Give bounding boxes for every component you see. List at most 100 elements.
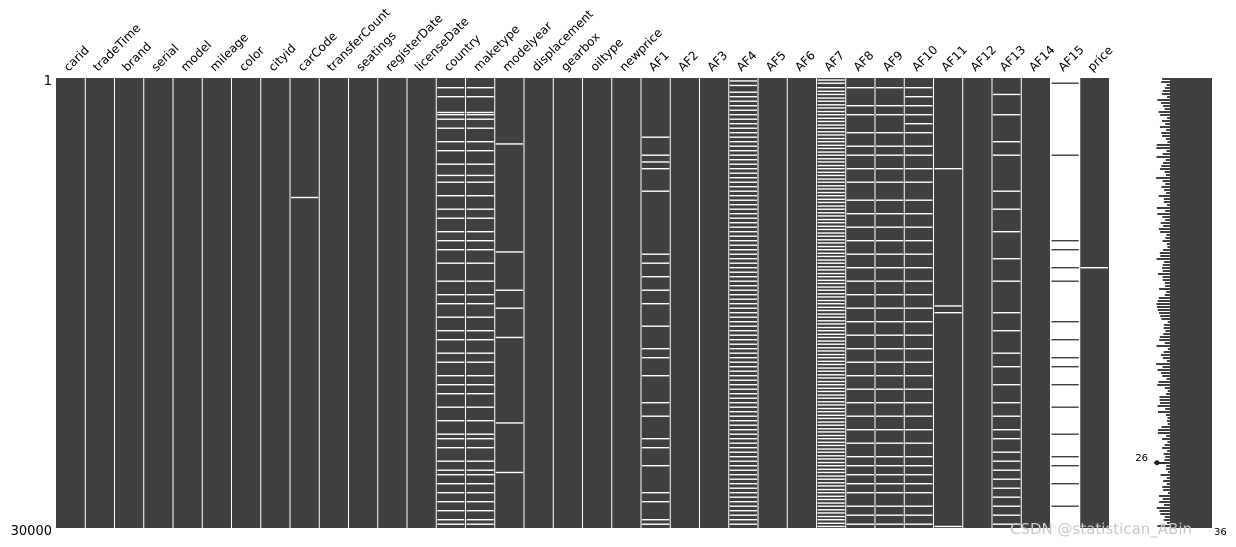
- present-row-line: [1051, 267, 1079, 269]
- missing-row-line: [729, 514, 757, 516]
- missing-row-line: [876, 388, 904, 390]
- missing-row-line: [642, 447, 670, 449]
- column-label-af4: AF4: [734, 48, 760, 74]
- sparkline-edge: [1162, 162, 1170, 164]
- missing-row-line: [729, 316, 757, 318]
- missing-row-line: [993, 496, 1021, 498]
- missing-row-line: [437, 406, 465, 408]
- missing-row-line: [729, 406, 757, 408]
- missing-row-line: [846, 375, 874, 377]
- missing-row-line: [876, 429, 904, 431]
- sparkline-edge: [1167, 96, 1170, 98]
- column-tradetime: [85, 78, 115, 528]
- missing-row-line: [817, 131, 845, 133]
- missing-row-line: [993, 487, 1021, 489]
- missing-row-line: [817, 293, 845, 295]
- sparkline-edge: [1166, 477, 1170, 479]
- missing-row-line: [729, 123, 757, 125]
- missing-row-line: [817, 448, 845, 450]
- missing-row-line: [817, 478, 845, 480]
- missing-row-line: [466, 114, 494, 116]
- missing-row-line: [817, 502, 845, 504]
- missing-row-line: [817, 505, 845, 507]
- missing-row-line: [993, 460, 1021, 462]
- missing-row-line: [876, 240, 904, 242]
- missing-row-line: [876, 181, 904, 183]
- sparkline-edge: [1157, 273, 1170, 275]
- missing-row-line: [642, 438, 670, 440]
- missing-row-line: [817, 485, 845, 487]
- column-cityid: [260, 78, 290, 528]
- row-start-label: 1: [44, 74, 52, 89]
- missing-row-line: [817, 134, 845, 136]
- missing-row-line: [466, 280, 494, 282]
- column-carid: [56, 78, 86, 528]
- missing-row-line: [817, 515, 845, 518]
- missing-row-line: [817, 330, 845, 332]
- missing-row-line: [729, 217, 757, 219]
- sparkline-edge: [1166, 129, 1170, 131]
- missing-row-line: [729, 145, 757, 147]
- sparkline-edge: [1158, 429, 1170, 431]
- missing-row-line: [437, 249, 465, 251]
- missing-row-line: [729, 474, 757, 476]
- sparkline-edge: [1163, 519, 1170, 521]
- missing-row-line: [729, 388, 757, 390]
- sparkline-edge: [1164, 387, 1170, 389]
- missing-row-line: [729, 343, 757, 345]
- missing-row-line: [817, 262, 845, 264]
- column-carcode: [290, 78, 320, 528]
- column-bar-af12: [962, 78, 992, 528]
- column-bar-carcode: [290, 78, 320, 528]
- sparkline-edge: [1167, 423, 1170, 425]
- missing-row-line: [437, 361, 465, 363]
- sparkline-edge: [1157, 309, 1170, 311]
- sparkline-edge: [1159, 501, 1170, 503]
- missing-row-line: [817, 110, 845, 113]
- missing-row-line: [437, 280, 465, 282]
- sparkline-edge: [1161, 165, 1170, 167]
- missing-row-line: [846, 181, 874, 183]
- missing-row-line: [993, 451, 1021, 453]
- missing-row-line: [437, 519, 465, 521]
- column-af4: [728, 78, 758, 528]
- sparkline-edge: [1163, 480, 1170, 482]
- missing-row-line: [729, 375, 757, 377]
- missing-row-line: [817, 215, 845, 217]
- sparkline-edge: [1165, 174, 1170, 176]
- missing-row-line: [846, 523, 874, 525]
- missing-row-line: [817, 79, 845, 81]
- missing-row-line: [817, 137, 845, 140]
- missing-row-line: [437, 181, 465, 183]
- missing-row-line: [466, 483, 494, 485]
- missing-row-line: [729, 433, 757, 435]
- missing-row-line: [876, 213, 904, 215]
- missing-row-line: [729, 267, 757, 269]
- missing-row-line: [817, 363, 845, 366]
- column-label-price: price: [1085, 43, 1116, 74]
- missing-row-line: [642, 190, 670, 192]
- missing-row-line: [876, 267, 904, 269]
- column-af11: [933, 78, 963, 528]
- missing-row-line: [846, 492, 874, 494]
- sparkline-edge: [1160, 402, 1170, 404]
- missing-row-line: [729, 334, 757, 336]
- missing-row-line: [642, 465, 670, 467]
- missing-row-line: [817, 168, 845, 170]
- column-bar-af3: [699, 78, 729, 528]
- missing-row-line: [466, 420, 494, 422]
- missing-row-line: [817, 316, 845, 318]
- column-bar-af10: [904, 78, 934, 528]
- missing-row-line: [934, 525, 962, 528]
- column-af9: [875, 78, 905, 528]
- missing-row-line: [876, 199, 904, 201]
- missing-row-line: [876, 465, 904, 467]
- column-bar-seatings: [348, 78, 378, 528]
- sparkline-edge: [1162, 78, 1170, 80]
- missing-row-line: [495, 307, 523, 309]
- missing-row-line: [934, 305, 962, 307]
- column-af7: [816, 78, 846, 528]
- missing-row-line: [466, 262, 494, 264]
- row-end-label: 30000: [11, 524, 52, 539]
- column-label-cityid: cityid: [266, 41, 299, 74]
